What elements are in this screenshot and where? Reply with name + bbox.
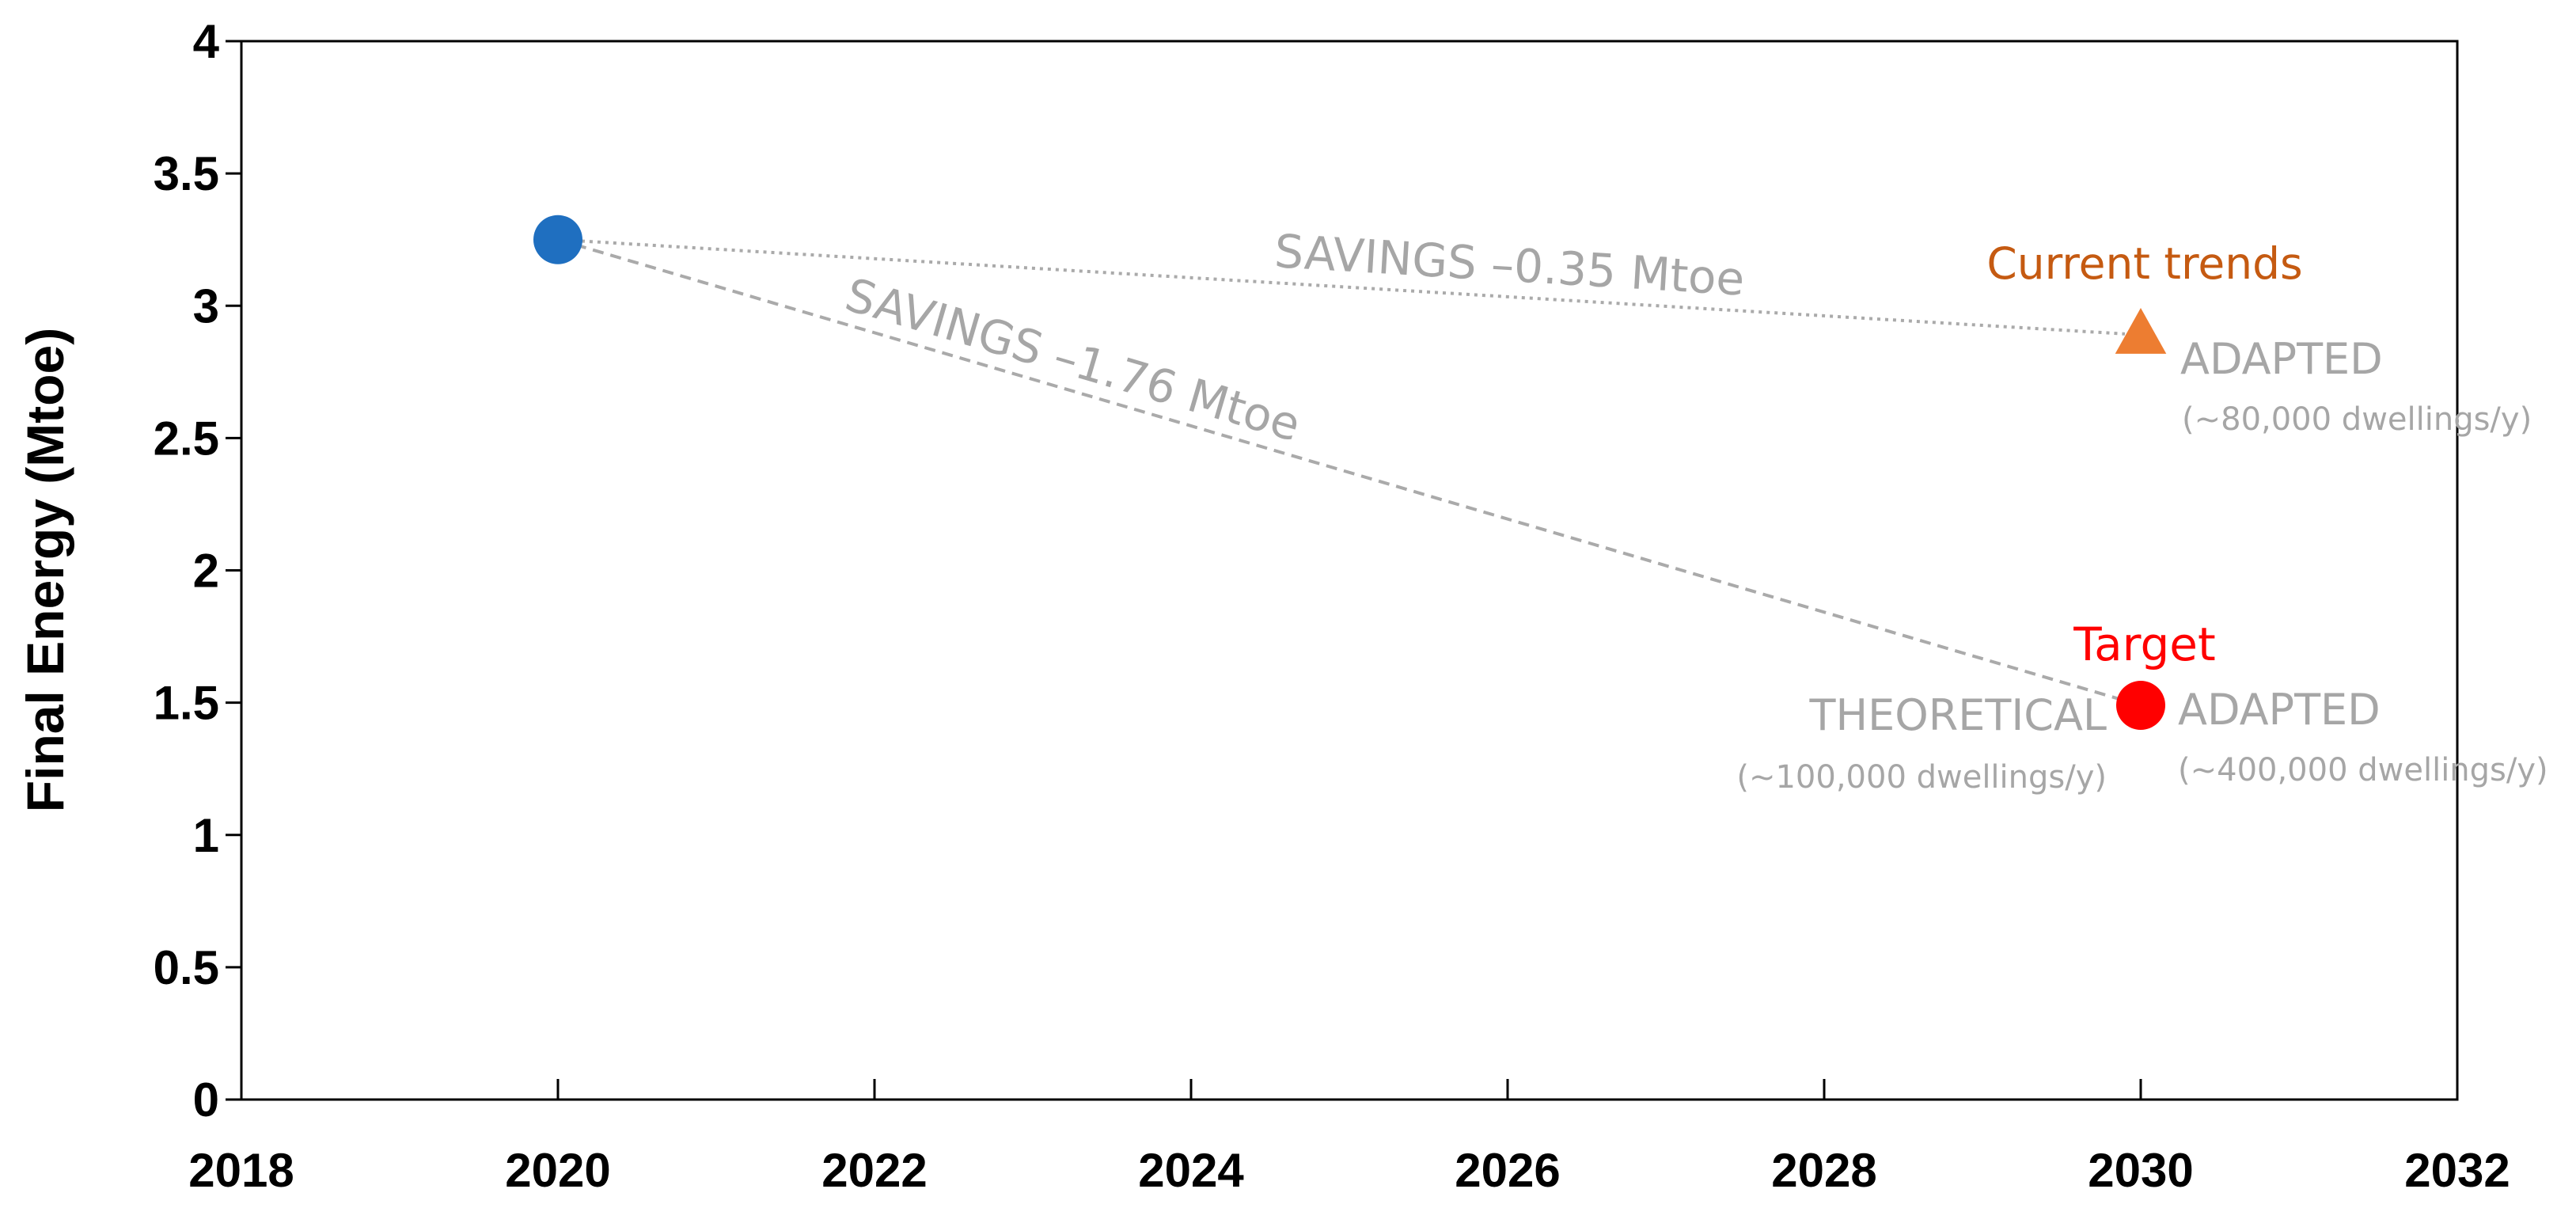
savings-line-current-trends <box>557 237 2126 336</box>
y-tick-label: 1.5 <box>154 677 219 730</box>
plot-area <box>240 40 2459 1101</box>
x-tick-label: 2020 <box>505 1144 610 1197</box>
y-axis-ticks: 0 0.5 1 1.5 2 2.5 3 3.5 4 <box>154 15 241 1126</box>
y-tick-label: 3.5 <box>154 147 219 200</box>
savings-label-target: SAVINGS –1.76 Mtoe <box>840 268 1307 452</box>
marker-current-trends <box>2115 308 2167 354</box>
x-tick-label: 2018 <box>188 1144 294 1197</box>
x-tick-label: 2030 <box>2088 1144 2193 1197</box>
y-tick-label: 2 <box>193 545 219 598</box>
y-tick-label: 2.5 <box>154 412 219 465</box>
y-tick-label: 0.5 <box>154 941 219 994</box>
current-trends-label: Current trends <box>1986 238 2302 289</box>
y-axis-title: Final Energy (Mtoe) <box>16 328 74 812</box>
marker-2020-baseline <box>533 215 582 264</box>
x-axis-ticks: 2018 2020 2022 2024 2026 2028 2030 2032 <box>188 1079 2510 1197</box>
y-tick-label: 3 <box>193 279 219 332</box>
x-tick-label: 2024 <box>1138 1144 1244 1197</box>
target-theoretical-note: (~100,000 dwellings/y) <box>1736 759 2107 796</box>
savings-line-target <box>557 237 2126 703</box>
data-points <box>533 215 2167 730</box>
current-adapted-note: (~80,000 dwellings/y) <box>2182 401 2532 438</box>
y-tick-label: 0 <box>193 1073 219 1126</box>
x-tick-label: 2028 <box>1771 1144 1876 1197</box>
target-adapted-note: (~400,000 dwellings/y) <box>2178 752 2548 788</box>
savings-label-current-trends: SAVINGS –0.35 Mtoe <box>1273 224 1747 306</box>
marker-target <box>2116 680 2165 730</box>
y-tick-label: 4 <box>193 15 220 68</box>
target-adapted-label: ADAPTED <box>2178 685 2381 735</box>
x-tick-label: 2022 <box>821 1144 927 1197</box>
x-tick-label: 2032 <box>2404 1144 2510 1197</box>
x-tick-label: 2026 <box>1455 1144 1560 1197</box>
target-theoretical-label: THEORETICAL <box>1809 690 2107 740</box>
y-tick-label: 1 <box>193 809 219 862</box>
target-label: Target <box>2073 617 2215 671</box>
current-adapted-label: ADAPTED <box>2180 334 2383 384</box>
